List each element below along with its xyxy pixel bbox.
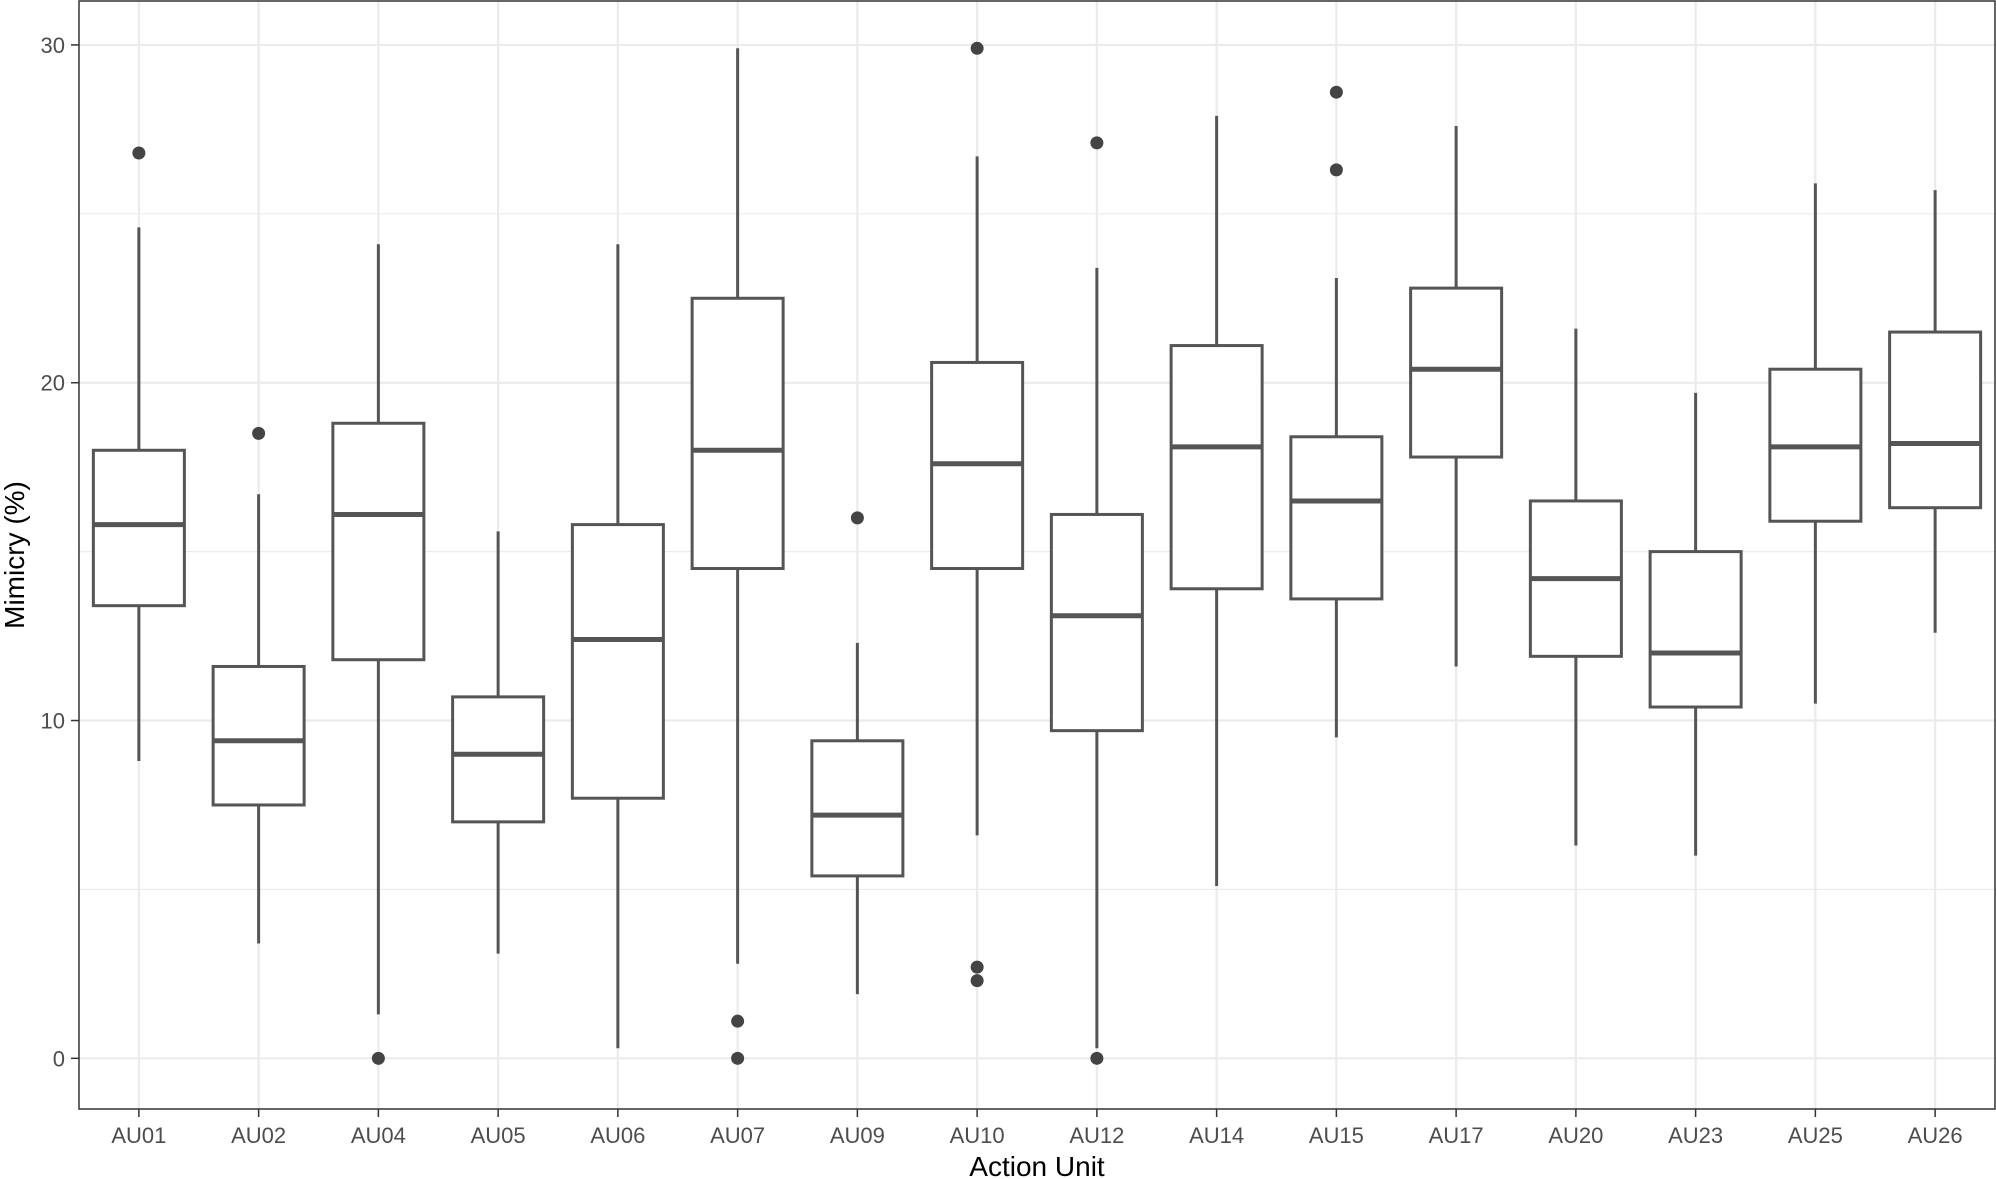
x-tick-label: AU12 — [1069, 1123, 1124, 1148]
box-iqr — [211, 664, 306, 807]
x-tick-label: AU05 — [471, 1123, 526, 1148]
box-au20 — [1528, 328, 1623, 846]
box-iqr — [1049, 512, 1144, 733]
x-tick-label: AU10 — [950, 1123, 1005, 1148]
x-tick-label: AU02 — [231, 1123, 286, 1148]
outlier-point — [1090, 136, 1104, 150]
box-iqr — [690, 296, 785, 571]
y-tick-label: 10 — [41, 709, 65, 734]
x-tick-label: AU23 — [1668, 1123, 1723, 1148]
x-tick-label: AU09 — [830, 1123, 885, 1148]
outlier-point — [252, 426, 266, 440]
box-iqr — [570, 523, 665, 800]
box-au10 — [930, 41, 1025, 988]
x-tick-label: AU15 — [1309, 1123, 1364, 1148]
box-au23 — [1648, 392, 1743, 856]
box-iqr — [1648, 550, 1743, 709]
box-iqr — [91, 448, 186, 608]
box-au14 — [1169, 115, 1264, 887]
box-au07 — [690, 48, 785, 1065]
y-axis-title: Mimicry (%) — [0, 481, 30, 629]
x-tick-label: AU07 — [710, 1123, 765, 1148]
box-au02 — [211, 426, 306, 944]
outlier-point — [850, 511, 864, 525]
box-au09 — [810, 511, 905, 995]
box-iqr — [1289, 435, 1384, 601]
outlier-point — [970, 960, 984, 974]
x-tick-label: AU01 — [111, 1123, 166, 1148]
box-iqr — [451, 695, 546, 824]
panel-border — [78, 0, 1996, 1110]
x-tick-label: AU04 — [351, 1123, 406, 1148]
box-au12 — [1049, 136, 1144, 1065]
outlier-point — [731, 1014, 745, 1028]
x-tick-label: AU17 — [1429, 1123, 1484, 1148]
y-tick-label: 20 — [41, 371, 65, 396]
x-tick-label: AU26 — [1908, 1123, 1963, 1148]
box-au01 — [91, 146, 186, 762]
axes: 0 10 20 30 AU01 AU02 AU04 AU05 AU06 AU07 AU09 AU10 A… — [41, 33, 1963, 1148]
box-au26 — [1888, 190, 1983, 633]
box-au06 — [570, 244, 665, 1049]
box-au05 — [451, 531, 546, 954]
outlier-point — [970, 974, 984, 988]
box-iqr — [1169, 344, 1264, 591]
outlier-point — [1090, 1051, 1104, 1065]
y-tick-label: 0 — [53, 1046, 65, 1071]
x-axis-title: Action Unit — [969, 1151, 1105, 1179]
x-tick-label: AU20 — [1548, 1123, 1603, 1148]
outlier-point — [1329, 85, 1343, 99]
box-au17 — [1409, 125, 1504, 667]
outlier-point — [1329, 163, 1343, 177]
box-layer — [91, 41, 1983, 1065]
box-au04 — [331, 244, 426, 1065]
x-tick-label: AU14 — [1189, 1123, 1244, 1148]
box-au25 — [1768, 183, 1863, 704]
box-iqr — [331, 421, 426, 662]
outlier-point — [731, 1051, 745, 1065]
outlier-point — [371, 1051, 385, 1065]
x-tick-label: AU25 — [1788, 1123, 1843, 1148]
outlier-point — [132, 146, 146, 160]
box-iqr — [1888, 330, 1983, 510]
x-tick-label: AU06 — [590, 1123, 645, 1148]
y-tick-label: 30 — [41, 33, 65, 58]
box-au15 — [1289, 85, 1384, 738]
box-iqr — [1409, 286, 1504, 459]
box-iqr — [810, 739, 905, 878]
outlier-point — [970, 41, 984, 55]
